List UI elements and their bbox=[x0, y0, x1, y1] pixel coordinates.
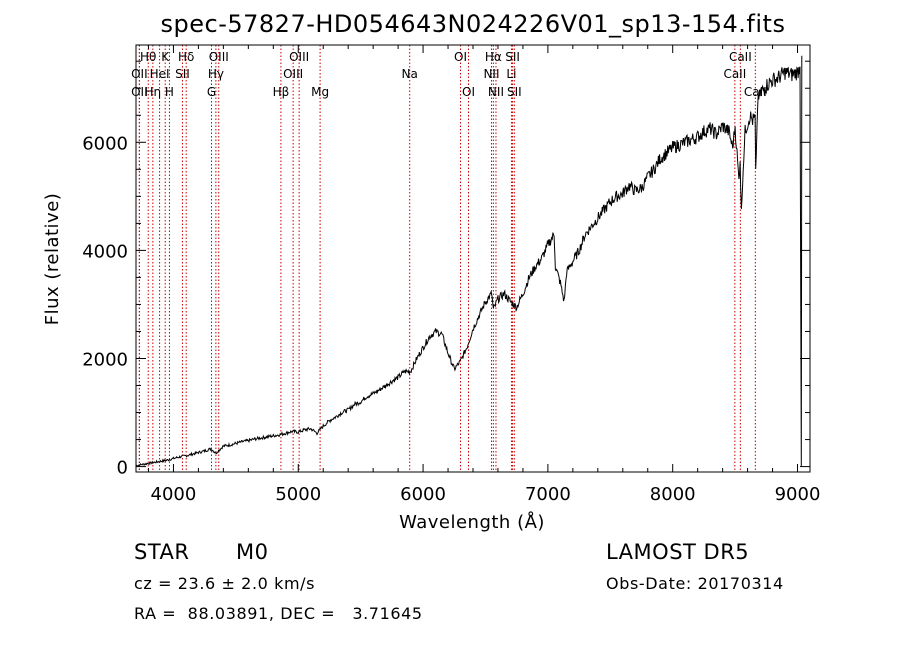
x-tick-label: 5000 bbox=[275, 484, 321, 505]
line-label-10: Hγ bbox=[208, 67, 224, 81]
line-label-22: SII bbox=[505, 50, 520, 64]
line-label-27: CaII bbox=[744, 85, 767, 99]
line-label-21: NII bbox=[488, 85, 504, 99]
line-label-25: CaII bbox=[729, 50, 752, 64]
line-label-17: OI bbox=[454, 50, 467, 64]
line-label-8: Hδ bbox=[178, 50, 194, 64]
line-label-4: HeI bbox=[150, 67, 170, 81]
line-label-24: SII bbox=[507, 85, 522, 99]
line-label-20: NII bbox=[483, 67, 499, 81]
object-class: STAR bbox=[134, 540, 190, 564]
line-label-3: Hη bbox=[145, 85, 162, 99]
chart-title: spec-57827-HD054643N024226V01_sp13-154.f… bbox=[161, 10, 786, 38]
x-tick-label: 4000 bbox=[151, 484, 197, 505]
line-label-0: OII bbox=[131, 67, 148, 81]
line-label-14: OIII bbox=[283, 67, 303, 81]
y-axis: 0 2000 4000 6000 bbox=[82, 60, 810, 479]
x-tick-label: 6000 bbox=[400, 484, 446, 505]
plot-frame bbox=[135, 44, 811, 473]
x-tick-label: 8000 bbox=[650, 484, 696, 505]
x-axis-label: Wavelength (Å) bbox=[399, 511, 545, 533]
y-tick-label: 0 bbox=[117, 458, 128, 479]
y-axis-label: Flux (relative) bbox=[42, 193, 63, 326]
line-label-12: Hβ bbox=[273, 85, 290, 99]
line-label-9: OIII bbox=[209, 50, 229, 64]
line-label-16: Na bbox=[402, 67, 418, 81]
line-label-5: K bbox=[161, 50, 170, 64]
line-markers bbox=[138, 45, 756, 472]
line-label-13: OIII bbox=[289, 50, 309, 64]
y-tick-label: 6000 bbox=[82, 133, 128, 154]
line-label-15: Mg bbox=[311, 85, 329, 99]
line-label-11: G bbox=[207, 85, 216, 99]
coordinates: RA = 88.03891, DEC = 3.71645 bbox=[134, 604, 423, 623]
spectrum-series bbox=[135, 55, 803, 467]
line-label-23: Li bbox=[506, 67, 516, 81]
redshift-value: cz = 23.6 ± 2.0 km/s bbox=[134, 574, 316, 593]
line-label-18: OI bbox=[462, 85, 475, 99]
line-label-6: H bbox=[165, 85, 174, 99]
x-tick-label: 7000 bbox=[525, 484, 571, 505]
observation-date: Obs-Date: 20170314 bbox=[606, 574, 784, 593]
line-label-1: Hθ bbox=[140, 50, 156, 64]
y-tick-label: 2000 bbox=[82, 349, 128, 370]
line-label-7: SII bbox=[175, 67, 190, 81]
line-label-19: Hα bbox=[485, 50, 502, 64]
x-tick-label: 9000 bbox=[775, 484, 821, 505]
x-axis: 4000 5000 6000 7000 8000 9000 bbox=[147, 45, 821, 505]
y-tick-label: 4000 bbox=[82, 241, 128, 262]
spectral-subclass: M0 bbox=[236, 540, 269, 564]
line-label-26: CaII bbox=[723, 67, 746, 81]
survey-name: LAMOST DR5 bbox=[606, 540, 750, 564]
line-label-2: OII bbox=[131, 85, 148, 99]
spectrum-line bbox=[135, 55, 803, 467]
